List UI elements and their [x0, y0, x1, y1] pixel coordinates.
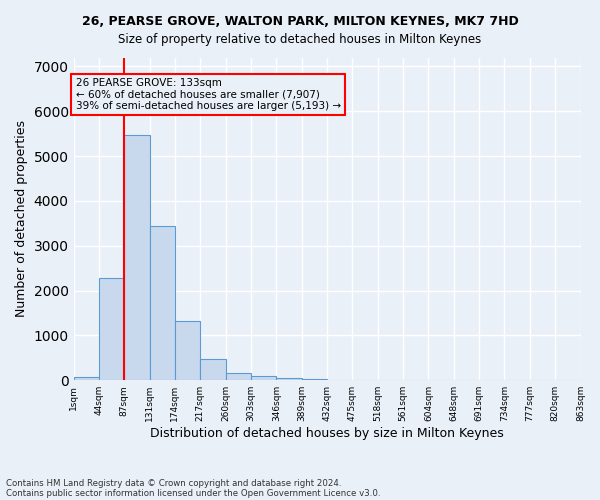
Bar — [277, 378, 302, 380]
Bar — [74, 377, 99, 380]
X-axis label: Distribution of detached houses by size in Milton Keynes: Distribution of detached houses by size … — [150, 427, 504, 440]
Bar — [302, 378, 327, 380]
Bar — [124, 134, 149, 380]
Text: Contains HM Land Registry data © Crown copyright and database right 2024.: Contains HM Land Registry data © Crown c… — [6, 478, 341, 488]
Text: Size of property relative to detached houses in Milton Keynes: Size of property relative to detached ho… — [118, 32, 482, 46]
Bar — [200, 359, 226, 380]
Bar — [226, 373, 251, 380]
Bar — [251, 376, 277, 380]
Bar — [175, 321, 200, 380]
Bar — [149, 226, 175, 380]
Bar — [99, 278, 124, 380]
Y-axis label: Number of detached properties: Number of detached properties — [15, 120, 28, 318]
Text: Contains public sector information licensed under the Open Government Licence v3: Contains public sector information licen… — [6, 488, 380, 498]
Text: 26 PEARSE GROVE: 133sqm
← 60% of detached houses are smaller (7,907)
39% of semi: 26 PEARSE GROVE: 133sqm ← 60% of detache… — [76, 78, 341, 111]
Text: 26, PEARSE GROVE, WALTON PARK, MILTON KEYNES, MK7 7HD: 26, PEARSE GROVE, WALTON PARK, MILTON KE… — [82, 15, 518, 28]
